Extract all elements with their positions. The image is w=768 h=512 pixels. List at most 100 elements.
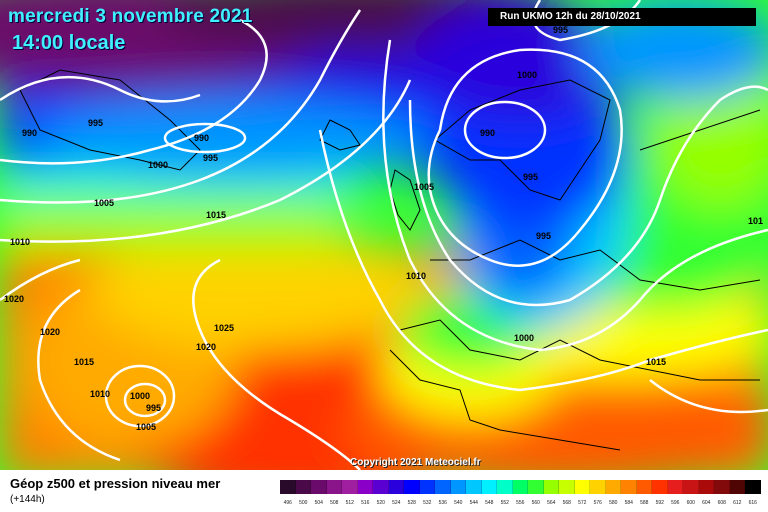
scale-swatch [357, 480, 373, 494]
scale-swatch [373, 480, 389, 494]
pressure-label: 1000 [517, 70, 537, 80]
scale-swatch [466, 480, 482, 494]
scale-label: 532 [423, 500, 432, 506]
scale-swatch [605, 480, 621, 494]
pressure-label: 990 [480, 128, 495, 138]
pressure-label: 1005 [94, 198, 114, 208]
scale-swatch [652, 480, 668, 494]
pressure-label: 1000 [130, 391, 150, 401]
forecast-map: 995 1000 990 995 990 995 1000 990 995 10… [0, 0, 768, 470]
pressure-label: 995 [523, 172, 538, 182]
scale-label: 600 [686, 500, 695, 506]
scale-label: 572 [578, 500, 587, 506]
scale-swatch [280, 480, 296, 494]
scale-label: 576 [593, 500, 602, 506]
pressure-label: 995 [146, 403, 161, 413]
scale-swatch [404, 480, 420, 494]
scale-swatch [543, 480, 559, 494]
geopotential-field [0, 0, 768, 470]
forecast-time-title: 14:00 locale [12, 32, 126, 54]
scale-swatch [729, 480, 745, 494]
scale-label: 588 [640, 500, 649, 506]
scale-swatch [745, 480, 761, 494]
scale-label: 504 [314, 500, 323, 506]
scale-swatch [698, 480, 714, 494]
pressure-label: 1020 [40, 327, 60, 337]
scale-label: 564 [547, 500, 556, 506]
pressure-label: 1015 [206, 210, 226, 220]
color-scale-labels: 496 500 504 508 512 516 520 524 528 532 536 540 544 5… [280, 500, 761, 506]
scale-label: 556 [516, 500, 525, 506]
pressure-label: 995 [553, 25, 568, 35]
scale-swatch [481, 480, 497, 494]
scale-swatch [714, 480, 730, 494]
pressure-label: 1020 [4, 294, 24, 304]
pressure-label: 995 [203, 153, 218, 163]
scale-label: 596 [671, 500, 680, 506]
scale-swatch [574, 480, 590, 494]
scale-swatch [419, 480, 435, 494]
pressure-label: 1020 [196, 342, 216, 352]
copyright-notice: Copyright 2021 Meteociel.fr [350, 457, 481, 468]
scale-swatch [497, 480, 513, 494]
scale-label: 604 [702, 500, 711, 506]
scale-swatch [621, 480, 637, 494]
pressure-label: 1010 [406, 271, 426, 281]
scale-swatch [683, 480, 699, 494]
scale-label: 512 [345, 500, 354, 506]
legend-subtitle: (+144h) [10, 494, 45, 505]
scale-swatch [667, 480, 683, 494]
scale-swatch [388, 480, 404, 494]
pressure-label: 101 [748, 216, 763, 226]
forecast-date-title: mercredi 3 novembre 2021 [8, 6, 253, 27]
scale-swatch [326, 480, 342, 494]
scale-label: 500 [299, 500, 308, 506]
scale-label: 496 [283, 500, 292, 506]
scale-label: 580 [609, 500, 618, 506]
pressure-label: 1015 [646, 357, 666, 367]
scale-label: 544 [469, 500, 478, 506]
pressure-label: 1010 [90, 389, 110, 399]
pressure-label: 1005 [414, 182, 434, 192]
legend-title: Géop z500 et pression niveau mer [10, 476, 221, 491]
scale-label: 520 [376, 500, 385, 506]
pressure-label: 1000 [514, 333, 534, 343]
pressure-label: 1000 [148, 160, 168, 170]
pressure-label: 995 [536, 231, 551, 241]
scale-label: 592 [655, 500, 664, 506]
scale-label: 560 [531, 500, 540, 506]
isobars [0, 0, 768, 470]
scale-swatch [590, 480, 606, 494]
coastlines [19, 69, 761, 451]
pressure-label: 990 [194, 133, 209, 143]
pressure-label: 1005 [136, 422, 156, 432]
scale-swatch [435, 480, 451, 494]
scale-swatch [636, 480, 652, 494]
model-run-label: Run UKMO 12h du 28/10/2021 [488, 8, 756, 26]
scale-label: 540 [454, 500, 463, 506]
scale-swatch [559, 480, 575, 494]
scale-label: 516 [361, 500, 370, 506]
pressure-labels: 995 1000 990 995 990 995 1000 990 995 10… [4, 25, 763, 432]
color-scale [280, 480, 761, 494]
scale-label: 552 [500, 500, 509, 506]
scale-swatch [342, 480, 358, 494]
pressure-label: 1010 [10, 237, 30, 247]
scale-label: 508 [330, 500, 339, 506]
scale-label: 568 [562, 500, 571, 506]
scale-swatch [528, 480, 544, 494]
scale-label: 612 [733, 500, 742, 506]
pressure-label: 1015 [74, 357, 94, 367]
scale-label: 584 [624, 500, 633, 506]
scale-swatch [311, 480, 327, 494]
scale-label: 548 [485, 500, 494, 506]
scale-swatch [295, 480, 311, 494]
scale-swatch [450, 480, 466, 494]
pressure-label: 1025 [214, 323, 234, 333]
scale-label: 524 [392, 500, 401, 506]
pressure-label: 995 [88, 118, 103, 128]
pressure-label: 990 [22, 128, 37, 138]
scale-label: 608 [717, 500, 726, 506]
scale-swatch [512, 480, 528, 494]
